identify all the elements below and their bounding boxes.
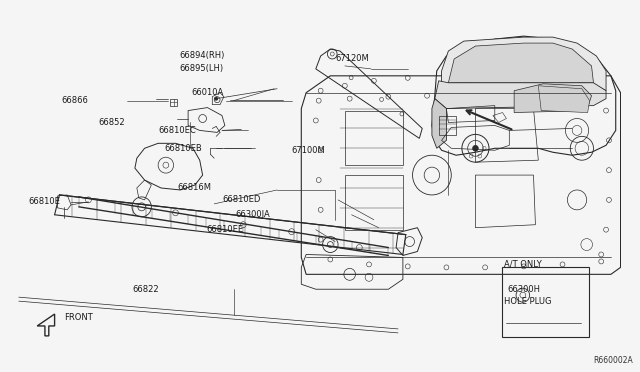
Polygon shape: [442, 37, 606, 91]
Text: 66895(LH): 66895(LH): [179, 64, 223, 73]
Bar: [345, 175, 403, 230]
Circle shape: [472, 145, 478, 151]
Text: 67100M: 67100M: [292, 146, 325, 155]
Text: 66300H: 66300H: [508, 285, 540, 294]
Text: 66300JA: 66300JA: [236, 210, 270, 219]
Text: 66852: 66852: [98, 118, 125, 127]
Text: 66810EE: 66810EE: [207, 225, 244, 234]
Text: FRONT: FRONT: [64, 312, 93, 321]
Bar: [438, 116, 456, 135]
Polygon shape: [449, 43, 593, 83]
Polygon shape: [538, 86, 589, 113]
Text: 66816M: 66816M: [177, 183, 211, 192]
Text: 66810ED: 66810ED: [222, 195, 260, 204]
Text: 66894(RH): 66894(RH): [179, 51, 225, 61]
Polygon shape: [435, 81, 606, 109]
Polygon shape: [514, 84, 591, 113]
Bar: [502, 267, 589, 337]
Text: 67120M: 67120M: [335, 54, 369, 64]
Text: 66810EB: 66810EB: [164, 144, 202, 153]
Text: 66010A: 66010A: [191, 88, 223, 97]
Text: A/T ONLY: A/T ONLY: [504, 260, 542, 269]
Text: R660002A: R660002A: [593, 356, 633, 365]
Polygon shape: [432, 99, 447, 148]
Bar: [345, 110, 403, 165]
Text: 66810E: 66810E: [28, 198, 60, 206]
Text: 66810EC: 66810EC: [158, 126, 196, 135]
Text: 66822: 66822: [132, 285, 159, 294]
Text: 66866: 66866: [61, 96, 88, 105]
Circle shape: [214, 97, 218, 100]
Text: HOLE PLUG: HOLE PLUG: [504, 296, 552, 306]
